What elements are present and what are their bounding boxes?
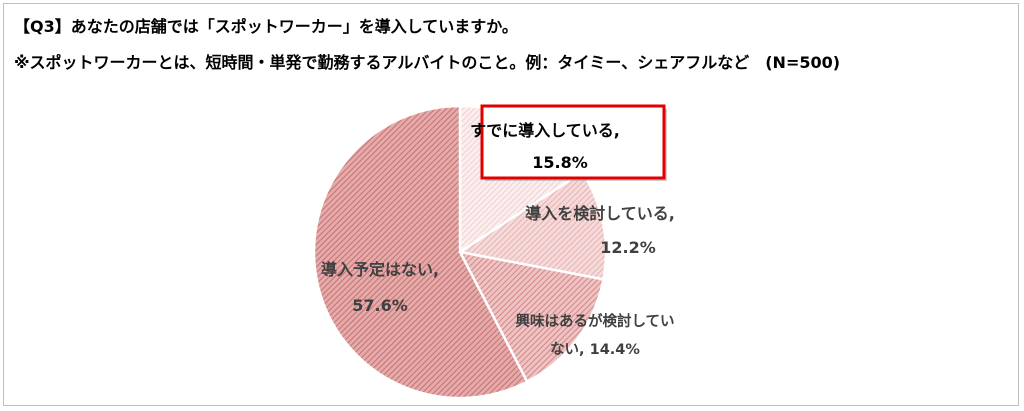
data-label-slice-no-plan: 導入予定はない, xyxy=(321,260,439,279)
chart-subtitle: ※スポットワーカーとは、短時間・単発で勤務するアルバイトのこと。例：タイミー、シ… xyxy=(14,53,841,72)
data-value-slice-considering: 12.2% xyxy=(600,238,656,257)
data-label-slice-considering: 導入を検討している, xyxy=(525,204,675,223)
data-value-slice-no-plan: 57.6% xyxy=(352,296,408,315)
data-label-slice-interested-not-considering: 興味はあるが検討してい xyxy=(515,312,674,330)
slice-no-plan xyxy=(312,104,529,400)
chart-title: 【Q3】あなたの店舗では「スポットワーカー」を導入していますか。 xyxy=(14,17,518,36)
data-value-slice-interested-not-considering: ない, 14.4% xyxy=(550,341,640,358)
data-label-slice-already-introduced: すでに導入している, xyxy=(470,121,620,140)
data-value-slice-already-introduced: 15.8% xyxy=(532,153,588,172)
slice-interested-not-considering xyxy=(457,250,605,384)
highlight-box xyxy=(480,104,666,180)
